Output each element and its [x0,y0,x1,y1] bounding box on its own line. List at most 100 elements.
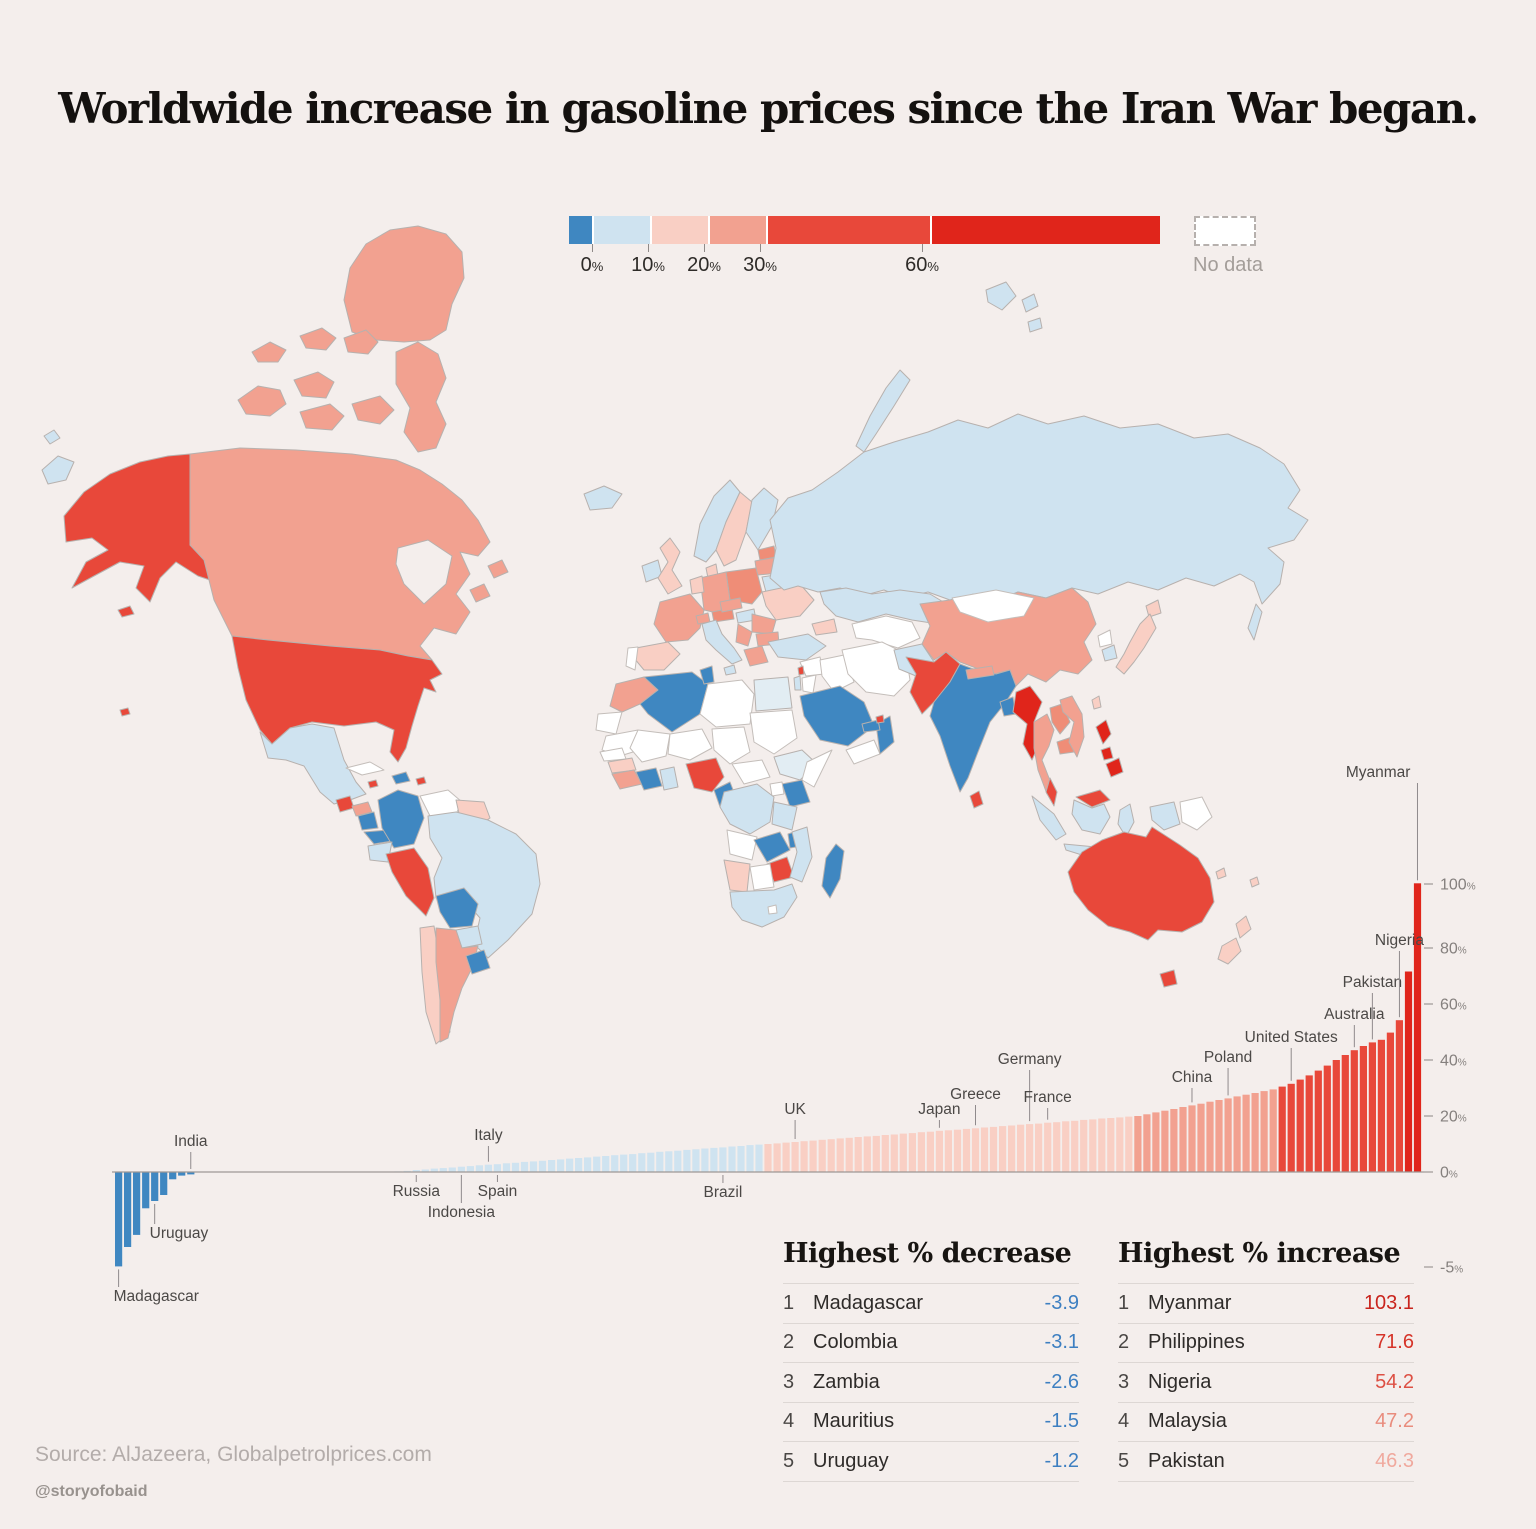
country-finland [745,487,779,551]
page-title: Worldwide increase in gasoline prices si… [58,84,1479,133]
bar-126 [1251,1093,1259,1172]
country-czech [719,597,743,613]
country-cambodia [1056,736,1075,755]
country-baffin [395,341,447,453]
bar-128 [1269,1089,1277,1172]
country-libya [699,679,755,728]
bar-95 [971,1128,980,1172]
bar-133 [1314,1070,1322,1172]
country-ghana [659,766,679,791]
country-mozambique [789,826,813,883]
bar-129 [1278,1086,1286,1172]
bar-49 [557,1159,565,1172]
bar-136 [1341,1055,1349,1172]
row-rank: 3 [783,1370,795,1393]
row-rank: 1 [783,1291,795,1314]
y-tick-label-0: 0% [1440,1165,1458,1182]
bar-84 [872,1135,880,1172]
bar-3 [142,1172,150,1209]
bar-48 [548,1160,556,1172]
country-borneo-s [1071,799,1111,835]
bar-90 [926,1131,934,1172]
country-arctic7 [351,395,395,425]
legend-segment-B30 [768,216,932,244]
bar-88 [908,1133,916,1172]
country-sulawesi [1117,803,1135,838]
color-legend: 0% 10% 20% 30% 60% [569,216,1169,286]
row-rank: 2 [1118,1331,1130,1354]
decrease-table: Highest % decrease 1 Madagascar -3.9 2 Colom… [783,1238,1079,1482]
row-country: Nigeria [1148,1370,1212,1393]
country-phil-mid [1100,746,1114,761]
country-kazakhstan [819,587,951,625]
bar-52 [584,1157,592,1172]
country-wsahara [595,711,623,735]
legend-color-bar [569,216,1169,244]
bar-104 [1053,1122,1061,1172]
bars [115,883,1422,1267]
bar-57 [629,1154,637,1172]
decrease-table-title: Highest % decrease [783,1238,1072,1269]
bar-58 [638,1153,646,1172]
country-arctic4 [299,327,337,351]
bar-116 [1161,1110,1169,1172]
country-wpapua [1149,801,1181,831]
legend-tick-label-10: 10% [631,254,665,276]
country-png [1179,796,1213,831]
bar-40 [475,1165,483,1172]
country-sumatra [1031,795,1067,841]
country-tunisia [699,665,715,685]
country-malaysia-pen [1045,777,1058,807]
country-alaska [63,453,217,603]
table-row-Malaysia: 4 Malaysia 47.2 [1118,1403,1414,1442]
row-value: -1.5 [1044,1410,1079,1433]
country-kenya [781,779,811,808]
row-value: -3.9 [1044,1291,1079,1314]
country-zimbabwe [766,856,795,883]
country-serbia [735,623,753,647]
country-laos [1049,703,1071,735]
bar-4 [151,1172,159,1201]
country-hungary [735,608,757,624]
bar-1 [124,1172,132,1247]
callout-label-Japan: Japan [918,1101,960,1118]
bar-71 [755,1144,763,1172]
bar-5 [160,1172,168,1195]
legend-tick-60 [922,244,923,252]
country-hispaniola [391,771,411,785]
bar-110 [1107,1118,1115,1172]
callout-label-Uruguay: Uruguay [150,1225,209,1242]
country-syria [799,656,825,677]
bar-97 [989,1126,998,1172]
row-rank: 5 [783,1449,795,1472]
bar-99 [1008,1125,1016,1172]
bar-83 [863,1136,871,1172]
country-france [653,593,705,643]
country-peru [385,847,435,917]
bar-60 [656,1151,664,1172]
country-tasmania [1159,969,1178,988]
country-yemen [845,739,881,765]
row-rank: 4 [1118,1410,1130,1433]
bar-44 [511,1162,520,1172]
country-sweden [715,491,753,567]
country-srilanka [969,790,984,809]
callout-label-Greece: Greece [950,1086,1001,1103]
bar-6 [169,1172,177,1180]
row-value: 71.6 [1375,1331,1414,1354]
bar-64 [692,1149,700,1172]
country-canada-east1 [487,559,509,579]
country-poland [725,567,763,605]
country-greece [743,645,769,667]
bar-2 [133,1172,141,1235]
row-rank: 2 [783,1331,795,1354]
bar-140 [1377,1039,1385,1172]
bar-98 [999,1126,1007,1172]
country-japan-hokkaido [1145,599,1162,618]
country-canada [189,447,491,661]
country-thailand [1033,713,1057,795]
bar-102 [1035,1123,1043,1172]
country-chile [419,925,451,1045]
country-ukraine [761,583,815,621]
table-row-Nigeria: 3 Nigeria 54.2 [1118,1363,1414,1403]
